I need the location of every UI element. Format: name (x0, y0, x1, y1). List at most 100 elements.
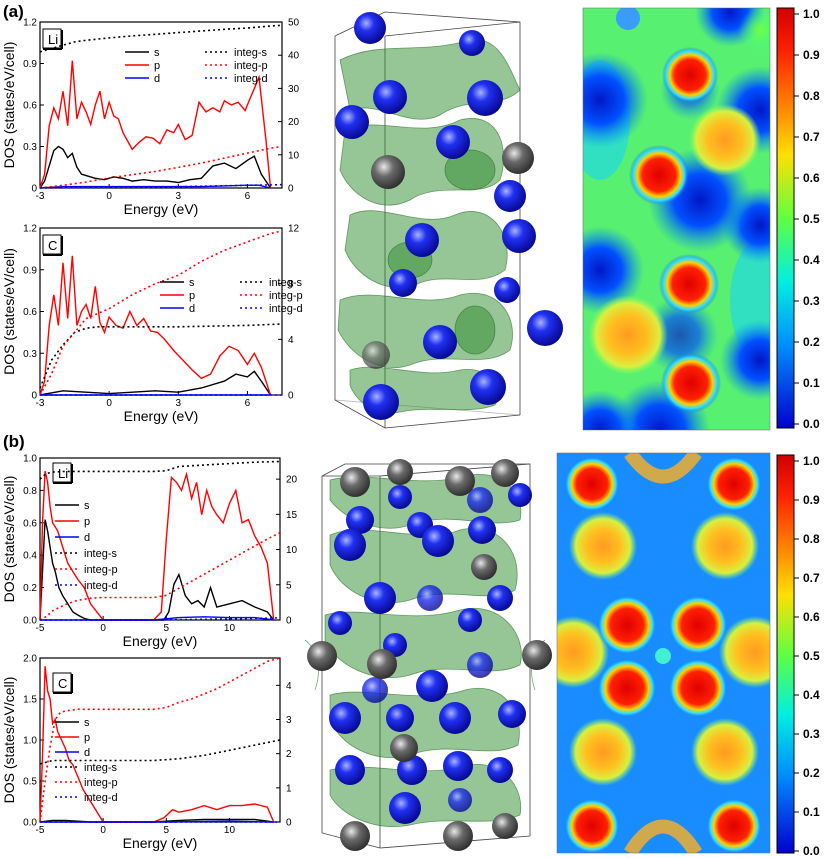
series-p (39, 666, 275, 823)
legend-label: integ-d (234, 73, 268, 85)
series-s (39, 145, 272, 189)
colorbar-tick-label: 0.3 (803, 294, 820, 308)
y2-tick-label: 0 (286, 818, 292, 829)
y-tick-label: 1.0 (23, 736, 37, 747)
elf-map-b (557, 453, 770, 853)
legend-label: integ-s (84, 548, 118, 560)
series-integ-s (39, 460, 281, 480)
y2-tick-label: 1 (286, 783, 292, 794)
legend-label: d (84, 747, 90, 759)
legend-label: s (84, 717, 90, 729)
x-axis-label: Energy (eV) (123, 835, 198, 851)
elf-map-b-frame (556, 452, 771, 854)
y-tick-label: 2.0 (23, 654, 37, 665)
y-tick-label: 0.4 (23, 551, 37, 562)
y2-tick-label: 3 (286, 715, 292, 726)
y-tick-label: 0.0 (23, 818, 37, 829)
y-tick-label: 0.8 (23, 486, 37, 497)
y2-tick-label: 0 (286, 616, 292, 627)
legend-label: p (154, 60, 160, 72)
x-tick-label: -3 (36, 191, 45, 202)
y-tick-label: 0.3 (23, 142, 37, 153)
colorbar-tick-label: 0.3 (803, 727, 820, 741)
series-s (39, 370, 272, 396)
y-tick-label: 0.9 (23, 265, 37, 276)
x-axis-label: Energy (eV) (123, 633, 198, 649)
colorbar-tick-label: 0.8 (803, 532, 820, 546)
x-tick-label: 0 (100, 825, 106, 836)
y-tick-label: 0.3 (23, 349, 37, 360)
colorbar-tick-label: 0.9 (803, 493, 820, 507)
legend-label: integ-d (84, 580, 118, 592)
y2-tick-label: 30 (288, 84, 300, 95)
y-tick-label: 0.6 (23, 101, 37, 112)
colorbar-tick-label: 1.0 (803, 7, 820, 21)
y-tick-label: 1.0 (23, 454, 37, 465)
colorbar-tick-label: 0.1 (803, 805, 820, 819)
colorbar-tick-label: 0.4 (803, 253, 820, 267)
elf-map-a (583, 8, 770, 430)
dos-chart-b-c: -5 0 5 10 0.0 0.5 1.0 1.5 2.0 0 1 2 3 4 Energy (eV) DOS… (1, 654, 292, 852)
legend-label: integ-s (84, 762, 118, 774)
legend-label: p (84, 732, 90, 744)
colorbar-tick-label: 0.7 (803, 571, 820, 585)
y2-tick-label: 4 (288, 335, 294, 346)
y2-tick-label: 0 (288, 391, 294, 402)
y2-tick-label: 20 (288, 117, 300, 128)
y2-tick-label: 15 (286, 510, 298, 521)
colorbar-tick-label: 0.5 (803, 649, 820, 663)
colorbar-tick-label: 0.4 (803, 688, 820, 702)
y-tick-label: 0.9 (23, 59, 37, 70)
legend-label: p (84, 516, 90, 528)
li-atoms-b (328, 483, 532, 824)
legend-label: d (154, 73, 160, 85)
y-tick-label: 0.0 (23, 616, 37, 627)
element-label: C (52, 672, 73, 694)
y-tick-label: 0.6 (23, 307, 37, 318)
legend-label: integ-d (269, 303, 303, 315)
y-axis-label: DOS (states/eV/cell) (1, 677, 17, 804)
y2-tick-label: 2 (286, 749, 292, 760)
legend-label: d (189, 303, 195, 315)
series-integ-d (39, 183, 283, 189)
panel-label-b: (b) (3, 432, 25, 451)
y2-tick-label: 5 (286, 580, 292, 591)
y-axis-label: DOS (states/eV/cell) (1, 248, 17, 375)
x-tick-label: -5 (36, 623, 45, 634)
x-tick-label: 0 (106, 398, 112, 409)
legend-label: integ-p (269, 290, 303, 302)
series-integ-s (39, 24, 283, 53)
c-atoms-b (307, 459, 552, 851)
colorbar-tick-label: 0.6 (803, 171, 820, 185)
x-tick-label: 3 (176, 191, 182, 202)
colorbar-a: 1.0 0.9 0.8 0.7 0.6 0.5 0.4 0.3 0.2 0.1 0.0 (776, 7, 820, 431)
legend-label: integ-p (84, 564, 118, 576)
x-axis-label: Energy (eV) (124, 408, 199, 424)
legend-label: d (84, 532, 90, 544)
y-tick-label: 1.2 (23, 224, 37, 235)
series-integ-s (39, 323, 283, 389)
y2-tick-label: 12 (288, 224, 300, 235)
svg-text:C: C (48, 238, 57, 253)
svg-text:Li: Li (48, 32, 58, 47)
y2-tick-label: 40 (288, 51, 300, 62)
colorbar-tick-label: 0.9 (803, 48, 820, 62)
crystal-structure-b (304, 459, 552, 851)
crystal-structure-a (334, 11, 563, 429)
element-label: C (42, 234, 63, 256)
y2-tick-label: 8 (288, 279, 294, 290)
legend-label: integ-p (234, 60, 268, 72)
x-tick-label: 3 (176, 398, 182, 409)
colorbar-tick-label: 0.2 (803, 335, 820, 349)
x-tick-label: 6 (245, 398, 251, 409)
x-tick-label: 10 (224, 623, 236, 634)
series-integ-p (39, 531, 281, 621)
element-label: Li (52, 462, 73, 484)
x-tick-label: -5 (36, 825, 45, 836)
